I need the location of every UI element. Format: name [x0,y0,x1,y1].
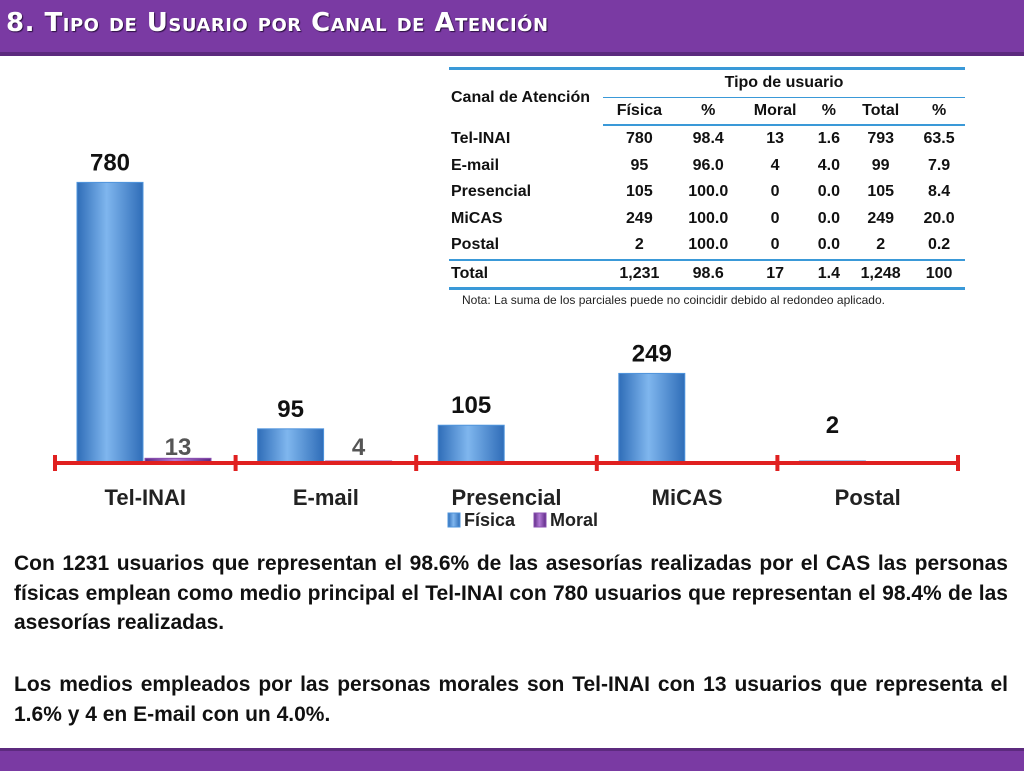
legend-swatch-moral [533,512,547,528]
slide-title: 8. Tipo de Usuario por Canal de Atención [6,8,549,38]
table-cell: 20.0 [923,209,955,227]
table-total-row: Total 1,231 98.6 17 1.4 1,248 100 [449,258,965,290]
table-cell: 98.6 [675,258,741,290]
table-subheader: % [675,97,741,126]
table-note: Nota: La suma de los parciales puede no … [462,293,885,307]
table-cell: 100.0 [688,236,729,254]
table-cell: 13 [766,130,784,148]
legend-swatch-física [447,512,461,528]
table-cell: 4 [770,156,780,174]
bar-física [257,428,325,464]
legend-label: Moral [550,510,598,530]
table-cell: 2 [876,236,886,254]
bar-chart: 780 13 95 4 105 249 2 Tel-INAI E-mail Presencial… [53,149,960,530]
category-label: Presencial [451,485,561,510]
table-subheader: % [809,97,849,126]
data-table: Canal de Atención Tipo de usuario Física… [449,67,965,290]
table-row: MiCAS 249 100.0 0 0.0 249 20.0 [449,206,965,233]
table-cell: 95 [630,156,649,174]
table-cell: 0.2 [927,236,951,254]
table-corner-header: Canal de Atención [449,67,603,125]
table-subheader-row: Física % Moral % Total % [449,97,965,126]
table-cell-canal: Presencial [451,183,532,201]
table-cell: 780 [626,130,653,148]
table-cell: 105 [626,183,653,201]
data-label: 780 [90,149,130,176]
table-cell: 100.0 [688,209,729,227]
data-label: 249 [632,340,672,367]
category-label: Tel-INAI [105,485,186,510]
table-cell-canal: Total [449,258,603,290]
bar-física [76,181,144,464]
table-cell: 0.0 [817,236,840,254]
table-cell: 2 [634,236,644,254]
table-cell: 7.9 [927,156,951,174]
bar-física [437,424,505,464]
table-cell: 105 [867,183,895,201]
category-label: Postal [835,485,901,510]
data-label: 2 [826,412,839,439]
table-row: E-mail 95 96.0 4 4.0 99 7.9 [449,153,965,180]
legend-label: Física [464,510,516,530]
chart-marks: 780 13 95 4 105 249 2 [76,149,866,464]
table-cell: 8.4 [927,183,951,201]
table-cell: 63.5 [923,130,955,148]
table-cell: 1,248 [848,258,914,290]
table-cell-canal: Tel-INAI [451,129,511,147]
table-cell: 0 [770,183,780,201]
table-cell: 249 [626,209,653,227]
table-cell: 0 [770,209,780,227]
table-header-row: Canal de Atención Tipo de usuario [449,67,965,125]
table-subheader: % [913,97,965,126]
table-cell-canal: E-mail [451,156,500,174]
table-cell: 100.0 [688,183,729,201]
table-cell: 98.4 [692,130,724,148]
table-subheader: Física [603,97,676,126]
table-cell: 1.6 [817,130,840,148]
table-cell: 0.0 [817,209,840,227]
table-cell: 100 [913,258,965,290]
chart-legend: Física Moral [447,510,598,530]
paragraph-summary-fisica: Con 1231 usuarios que representan el 98.… [14,552,1008,634]
title-bar: 8. Tipo de Usuario por Canal de Atención [0,0,1024,56]
table-row: Presencial 105 100.0 0 0.0 105 8.4 [449,179,965,206]
table-subheader: Total [848,97,914,126]
table-cell: 0 [770,236,780,254]
data-label: 4 [352,434,366,461]
table-cell: 17 [740,258,810,290]
table-cell: 249 [867,209,895,227]
table-subheader: Moral [740,97,810,126]
bar-física [618,372,686,464]
category-label: MiCAS [652,485,723,510]
x-axis: Tel-INAI E-mail Presencial MiCAS Postal [53,455,960,510]
table-cell: 1.4 [809,258,849,290]
data-label: 105 [451,392,491,419]
table-cell-canal: MiCAS [451,209,503,227]
table-row: Postal 2 100.0 0 0.0 2 0.2 [449,232,965,260]
table-cell: 1,231 [603,258,676,290]
table-group-header: Tipo de usuario [603,67,965,98]
data-label: 13 [165,434,192,461]
category-label: E-mail [293,485,359,510]
table-cell-canal: Postal [451,236,500,254]
table-row: Tel-INAI 780 98.4 13 1.6 793 63.5 [449,125,965,153]
table-cell: 96.0 [692,156,724,174]
table-cell: 99 [871,156,890,174]
table-cell: 793 [867,130,895,148]
table-cell: 0.0 [817,183,840,201]
table-cell: 4.0 [817,156,840,174]
data-label: 95 [277,396,304,423]
footer-bar [0,748,1024,771]
paragraph-summary-moral: Los medios empleados por las personas mo… [14,673,1008,726]
